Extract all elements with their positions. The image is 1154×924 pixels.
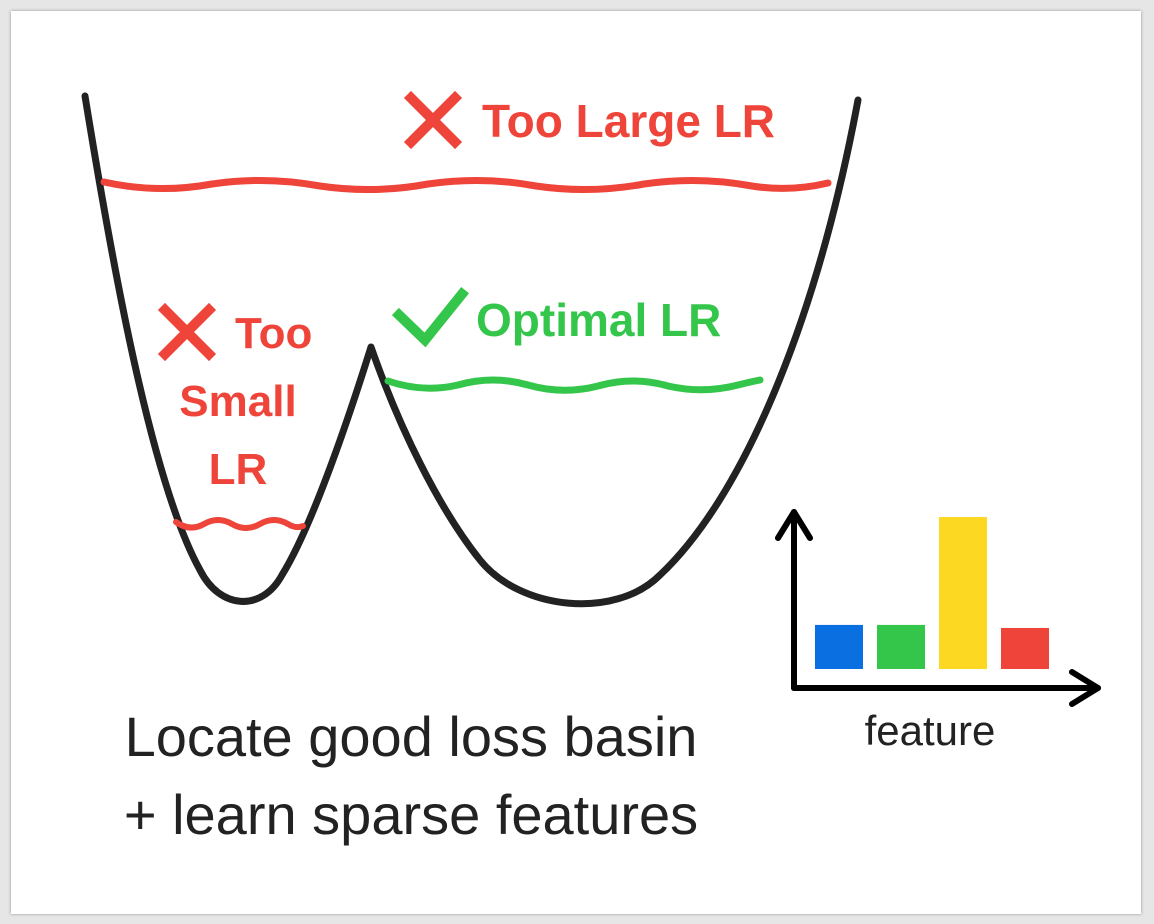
cross-icon (403, 90, 463, 150)
cross-icon (157, 302, 217, 362)
check-icon (391, 286, 470, 348)
feature-axis-label: feature (865, 707, 996, 754)
x-axis-arrowhead (1069, 669, 1101, 707)
too-small-label-line2: Small (179, 377, 296, 426)
caption-line2: + learn sparse features (124, 783, 698, 846)
feature-bar (939, 517, 987, 669)
too-large-wavy-line (100, 176, 832, 194)
optimal-wavy-line (384, 376, 764, 394)
y-axis-arrowhead (775, 509, 813, 541)
too-small-label-line1: Too (235, 309, 312, 358)
too-large-label: Too Large LR (482, 95, 775, 147)
feature-bar (1001, 627, 1049, 669)
loss-curve (81, 92, 862, 608)
too-small-label-line3: LR (209, 445, 268, 494)
slide-card (11, 11, 1141, 914)
feature-bar (815, 624, 863, 669)
caption-line1: Locate good loss basin (125, 705, 698, 768)
optimal-label: Optimal LR (476, 294, 721, 346)
too-small-wavy-line (173, 517, 306, 531)
feature-bar (877, 624, 925, 669)
feature-chart: feature (775, 509, 1101, 754)
